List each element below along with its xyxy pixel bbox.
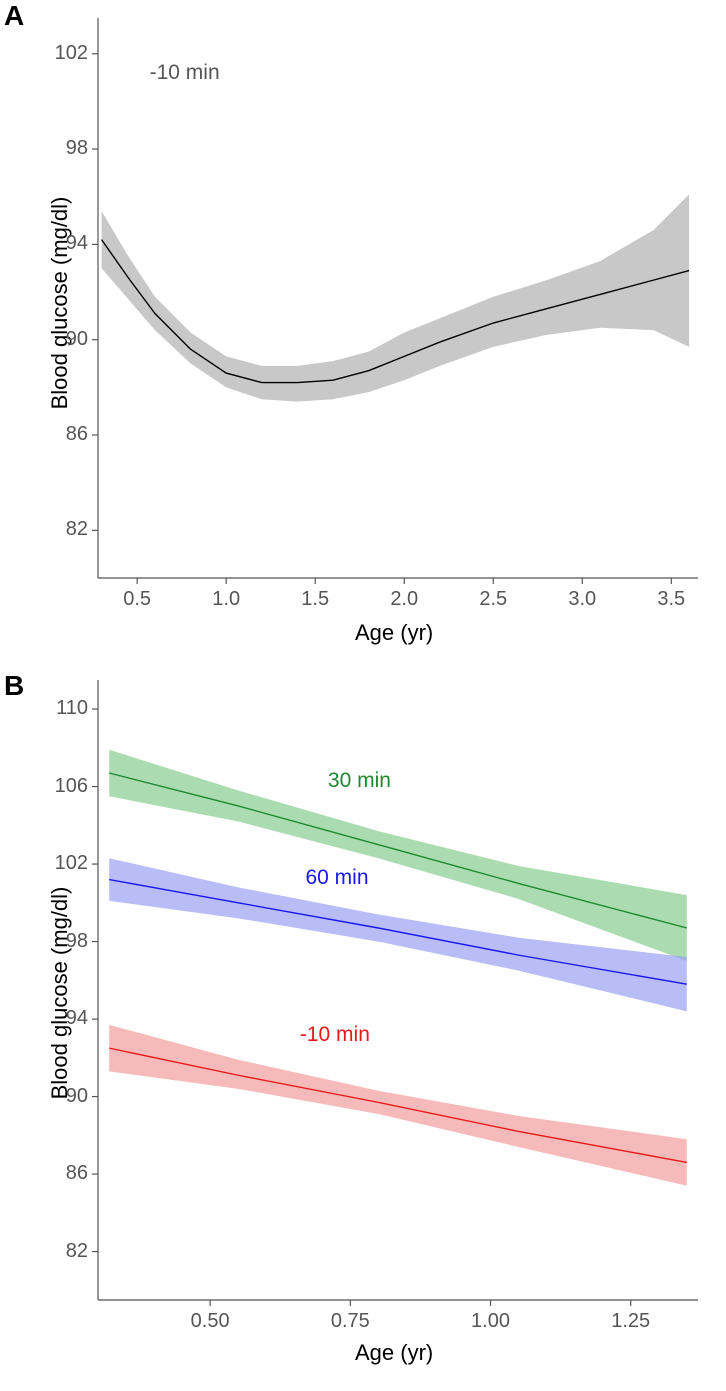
xtick-label: 2.5 xyxy=(468,588,518,611)
ytick-label: 94 xyxy=(48,1007,88,1030)
series-label: -10 min xyxy=(300,1023,370,1047)
series-label: -10 min xyxy=(150,61,220,85)
xtick-label: 1.25 xyxy=(606,1310,656,1333)
panel-a-label: A xyxy=(4,0,24,32)
ytick-label: 82 xyxy=(48,518,88,541)
ytick-label: 82 xyxy=(48,1240,88,1263)
ytick-label: 94 xyxy=(48,232,88,255)
ytick-label: 102 xyxy=(48,852,88,875)
panel-b-xlabel: Age (yr) xyxy=(355,1340,433,1366)
panel-b: B Blood glucose (mg/dl) 8286909498102106… xyxy=(0,680,726,1391)
ytick-label: 90 xyxy=(48,328,88,351)
xtick-label: 3.5 xyxy=(646,588,696,611)
panel-a: A Blood glucose (mg/dl) 82869094981020.5… xyxy=(0,0,726,680)
panel-a-plot: 82869094981020.51.01.52.02.53.03.5-10 mi… xyxy=(98,18,698,578)
panel-a-ylabel: Blood glucose (mg/dl) xyxy=(47,173,73,433)
panel-a-xlabel: Age (yr) xyxy=(355,620,433,646)
xtick-label: 0.50 xyxy=(185,1310,235,1333)
xtick-label: 2.0 xyxy=(379,588,429,611)
ytick-label: 90 xyxy=(48,1085,88,1108)
panel-b-label: B xyxy=(4,670,24,702)
series-label: 30 min xyxy=(328,769,391,793)
figure-container: A Blood glucose (mg/dl) 82869094981020.5… xyxy=(0,0,726,1391)
xtick-label: 1.5 xyxy=(290,588,340,611)
ytick-label: 106 xyxy=(48,775,88,798)
ytick-label: 86 xyxy=(48,1162,88,1185)
series-label: 60 min xyxy=(305,866,368,890)
ytick-label: 98 xyxy=(48,930,88,953)
ytick-label: 98 xyxy=(48,137,88,160)
xtick-label: 1.00 xyxy=(466,1310,516,1333)
ytick-label: 86 xyxy=(48,423,88,446)
xtick-label: 0.75 xyxy=(325,1310,375,1333)
xtick-label: 3.0 xyxy=(557,588,607,611)
xtick-label: 1.0 xyxy=(201,588,251,611)
panel-b-plot: 82869094981021061100.500.751.001.2530 mi… xyxy=(98,680,698,1300)
ytick-label: 110 xyxy=(48,697,88,720)
xtick-label: 0.5 xyxy=(112,588,162,611)
ytick-label: 102 xyxy=(48,42,88,65)
